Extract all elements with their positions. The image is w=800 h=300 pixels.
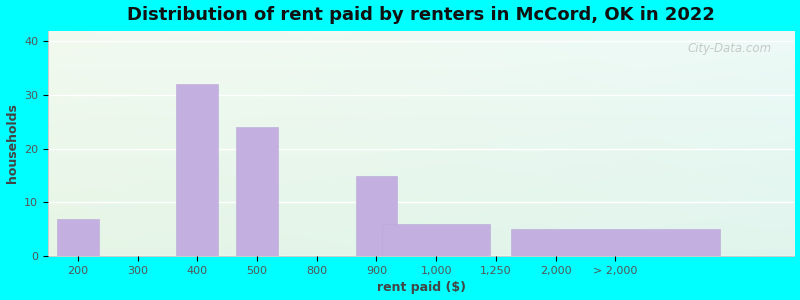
X-axis label: rent paid ($): rent paid ($)	[377, 281, 466, 294]
Bar	[510, 229, 720, 256]
Bar	[57, 219, 98, 256]
Bar	[176, 84, 218, 256]
Bar	[236, 127, 278, 256]
Y-axis label: households: households	[6, 103, 18, 183]
Text: City-Data.com: City-Data.com	[688, 42, 772, 55]
Title: Distribution of rent paid by renters in McCord, OK in 2022: Distribution of rent paid by renters in …	[127, 6, 715, 24]
Bar	[355, 176, 398, 256]
Bar	[382, 224, 490, 256]
